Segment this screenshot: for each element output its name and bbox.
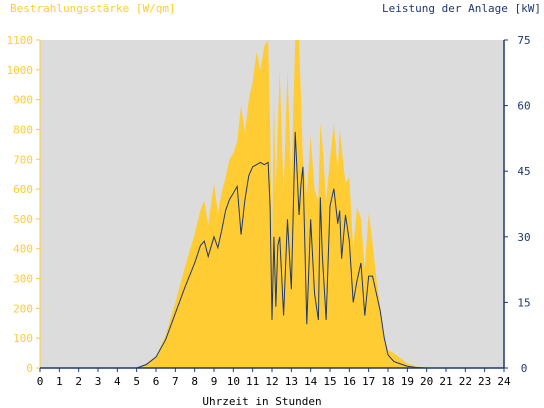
x-tick-label: 18 [381, 375, 394, 388]
x-axis-title: Uhrzeit in Stunden [202, 395, 321, 408]
x-tick-label: 15 [323, 375, 336, 388]
left-tick-label: 400 [13, 243, 33, 256]
axes-layer: 0100200300400500600700800900100011000153… [7, 34, 531, 388]
x-tick-label: 16 [343, 375, 356, 388]
x-tick-label: 8 [191, 375, 198, 388]
x-tick-label: 24 [497, 375, 511, 388]
x-tick-label: 13 [285, 375, 298, 388]
left-tick-label: 900 [13, 94, 33, 107]
left-tick-label: 1100 [7, 34, 34, 47]
x-tick-label: 1 [56, 375, 63, 388]
right-tick-label: 45 [517, 165, 530, 178]
series-layer [40, 40, 504, 369]
left-axis-title: Bestrahlungsstärke [W/qm] [10, 2, 176, 15]
left-tick-label: 300 [13, 273, 33, 286]
right-tick-label: 60 [517, 100, 530, 113]
x-tick-label: 4 [114, 375, 121, 388]
right-tick-label: 75 [517, 34, 530, 47]
x-tick-label: 14 [304, 375, 318, 388]
x-tick-label: 17 [362, 375, 375, 388]
left-tick-label: 1000 [7, 64, 34, 77]
left-tick-label: 700 [13, 153, 33, 166]
right-tick-label: 30 [517, 231, 530, 244]
x-tick-label: 2 [75, 375, 82, 388]
left-tick-label: 0 [26, 362, 33, 375]
x-tick-label: 23 [478, 375, 491, 388]
right-tick-label: 0 [521, 362, 528, 375]
x-tick-label: 6 [153, 375, 160, 388]
x-tick-label: 20 [420, 375, 433, 388]
x-tick-label: 19 [401, 375, 414, 388]
x-tick-label: 22 [459, 375, 472, 388]
x-tick-label: 9 [211, 375, 218, 388]
right-axis-title: Leistung der Anlage [kW] [382, 2, 541, 15]
x-tick-label: 10 [227, 375, 240, 388]
x-tick-label: 0 [37, 375, 44, 388]
right-tick-label: 15 [517, 296, 530, 309]
left-tick-label: 800 [13, 123, 33, 136]
left-tick-label: 100 [13, 332, 33, 345]
x-tick-label: 11 [246, 375, 259, 388]
x-tick-label: 7 [172, 375, 179, 388]
left-tick-label: 200 [13, 302, 33, 315]
x-tick-label: 12 [265, 375, 278, 388]
x-tick-label: 5 [133, 375, 140, 388]
x-tick-label: 21 [439, 375, 452, 388]
power-line-series [40, 131, 504, 369]
left-tick-label: 500 [13, 213, 33, 226]
left-tick-label: 600 [13, 183, 33, 196]
x-tick-label: 3 [95, 375, 102, 388]
